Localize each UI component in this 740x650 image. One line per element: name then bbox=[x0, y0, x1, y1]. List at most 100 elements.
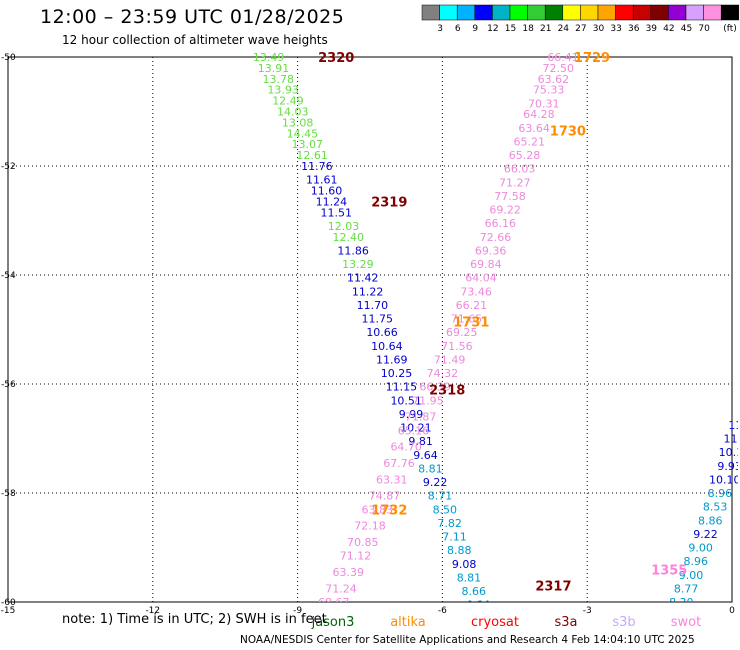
note-and-satellite-legend: note: 1) Time is in UTC; 2) SWH is in fe… bbox=[62, 612, 327, 627]
colorbar-unit: (ft) bbox=[723, 24, 737, 34]
x-tick-label: 0 bbox=[729, 606, 735, 616]
colorbar-tick-label: 6 bbox=[455, 24, 461, 34]
swh-value-s3a: 13.93 bbox=[267, 84, 299, 97]
swh-value-s3a: 12.40 bbox=[333, 231, 365, 244]
satellite-legend-swot: swot bbox=[671, 615, 701, 630]
swh-value-s3a: 7.82 bbox=[437, 517, 462, 530]
swh-value-jason3: 11.68 bbox=[723, 433, 740, 446]
swh-value-jason3: 8.96 bbox=[684, 555, 709, 568]
footer-credit: NOAA/NESDIS Center for Satellite Applica… bbox=[240, 634, 695, 646]
pass-number-label: 1729 bbox=[574, 51, 610, 66]
swh-value-jason3: 10.17 bbox=[719, 446, 740, 459]
swh-value-jason3: 8.96 bbox=[708, 487, 733, 500]
swh-value-jason3: 12.7 bbox=[737, 405, 740, 418]
y-tick-label: -54 bbox=[1, 271, 16, 281]
swh-value-swot: 70.31 bbox=[528, 97, 560, 110]
swh-value-swot: 74.87 bbox=[369, 490, 401, 503]
swh-value-swot: 69.25 bbox=[446, 326, 478, 339]
pass-number-label: 1732 bbox=[371, 503, 407, 518]
colorbar-tick-label: 27 bbox=[575, 24, 586, 34]
swh-value-s3a: 11.76 bbox=[301, 160, 333, 173]
swh-value-swot: 72.18 bbox=[354, 520, 386, 533]
swh-value-swot: 65.16 bbox=[398, 424, 430, 437]
satellite-legend-s3a: s3a bbox=[554, 615, 577, 630]
swh-value-swot: 68.67 bbox=[318, 596, 350, 609]
y-tick-label: -58 bbox=[1, 489, 16, 499]
pass-number-label: 2319 bbox=[371, 195, 407, 210]
swh-value-s3a: 9.81 bbox=[408, 435, 433, 448]
swh-value-s3a: 11.15 bbox=[386, 381, 418, 394]
colorbar-tick-label: 18 bbox=[522, 24, 534, 34]
colorbar-tick-label: 21 bbox=[540, 24, 551, 34]
swh-value-jason3: 11.59 bbox=[728, 419, 740, 432]
swh-value-swot: 71.56 bbox=[441, 340, 473, 353]
y-tick-label: -56 bbox=[1, 380, 16, 390]
y-tick-label: -52 bbox=[1, 162, 16, 172]
swh-value-swot: 71.12 bbox=[340, 550, 372, 563]
swh-value-swot: 63.31 bbox=[376, 473, 408, 486]
swh-value-swot: 63.62 bbox=[538, 73, 570, 86]
satellite-legend-jason3: jason3 bbox=[311, 615, 355, 630]
colorbar-tick-label: 39 bbox=[646, 24, 658, 34]
swh-value-swot: 63.83 bbox=[361, 503, 393, 516]
swh-value-s3a: 11.70 bbox=[357, 299, 389, 312]
x-tick-label: -6 bbox=[438, 606, 447, 616]
x-tick-label: -9 bbox=[293, 606, 302, 616]
swh-value-jason3: 8.53 bbox=[703, 501, 728, 514]
colorbar-tick-label: 3 bbox=[437, 24, 443, 34]
colorbar-tick-label: 15 bbox=[505, 24, 516, 34]
swh-value-s3a: 8.81 bbox=[418, 462, 443, 475]
swh-value-s3a: 11.69 bbox=[376, 353, 408, 366]
swh-value-s3a: 13.08 bbox=[282, 116, 314, 129]
swh-value-swot: 73.46 bbox=[460, 285, 492, 298]
swh-value-s3a: 11.51 bbox=[320, 206, 352, 219]
colorbar-tick-label: 30 bbox=[593, 24, 605, 34]
swh-value-s3a: 11.60 bbox=[311, 185, 343, 198]
colorbar-tick-label: 33 bbox=[610, 24, 621, 34]
data-points: 13.4913.9113.7813.9312.4914.0313.0814.45… bbox=[253, 51, 740, 612]
swh-value-swot: 65.21 bbox=[514, 135, 546, 148]
y-tick-label: -50 bbox=[1, 53, 16, 63]
swh-value-s3a: 13.29 bbox=[342, 258, 374, 271]
swh-value-swot: 74.32 bbox=[427, 367, 459, 380]
swh-value-swot: 71.95 bbox=[412, 394, 444, 407]
swh-value-swot: 63.64 bbox=[518, 122, 550, 135]
satellite-legend-altika: altika bbox=[390, 615, 426, 630]
satellite-legend-s3b: s3b bbox=[612, 615, 635, 630]
swh-value-swot: 66.16 bbox=[485, 217, 517, 230]
swh-value-s3a: 14.45 bbox=[287, 127, 319, 140]
swh-value-s3a: 10.25 bbox=[381, 367, 413, 380]
satellite-legend-cryosat: cryosat bbox=[471, 615, 519, 630]
swh-value-s3a: 8.71 bbox=[428, 490, 453, 503]
colorbar-tick-label: 36 bbox=[628, 24, 640, 34]
swh-value-jason3: 10.10 bbox=[709, 473, 740, 486]
swh-value-swot: 64.04 bbox=[465, 272, 497, 285]
swh-value-swot: 69.22 bbox=[489, 204, 521, 217]
colorbar-swatch bbox=[720, 4, 740, 21]
swh-value-s3a: 14.03 bbox=[277, 106, 309, 119]
swh-value-s3a: 9.08 bbox=[452, 558, 477, 571]
swh-value-s3a: 13.78 bbox=[263, 73, 295, 86]
chart-title: 12:00 – 23:59 UTC 01/28/2025 bbox=[40, 6, 345, 28]
y-tick-label: -60 bbox=[1, 598, 16, 608]
swh-value-jason3: 9.93 bbox=[717, 460, 740, 473]
swh-value-swot: 67.76 bbox=[383, 457, 415, 470]
swh-value-jason3: 9.22 bbox=[693, 528, 718, 541]
swh-value-jason3: 9.00 bbox=[688, 542, 713, 555]
swh-value-swot: 77.58 bbox=[494, 190, 526, 203]
swh-value-s3a: 8.30 bbox=[466, 599, 491, 612]
swh-value-s3a: 10.64 bbox=[371, 340, 403, 353]
colorbar-tick-label: 45 bbox=[681, 24, 692, 34]
swh-value-swot: 66.41 bbox=[547, 51, 579, 64]
pass-number-label: 2320 bbox=[318, 51, 354, 66]
swh-value-jason3: 9.00 bbox=[679, 569, 704, 582]
swh-value-s3a: 12.61 bbox=[296, 149, 328, 162]
swh-value-s3a: 7.11 bbox=[442, 531, 467, 544]
pass-number-label: 1731 bbox=[453, 315, 489, 330]
swh-value-s3a: 12.03 bbox=[328, 220, 360, 233]
swh-value-s3a: 9.22 bbox=[423, 476, 448, 489]
swh-value-swot: 71.27 bbox=[499, 176, 531, 189]
pass-number-label: 2318 bbox=[429, 383, 465, 398]
swh-value-s3a: 11.24 bbox=[316, 195, 348, 208]
